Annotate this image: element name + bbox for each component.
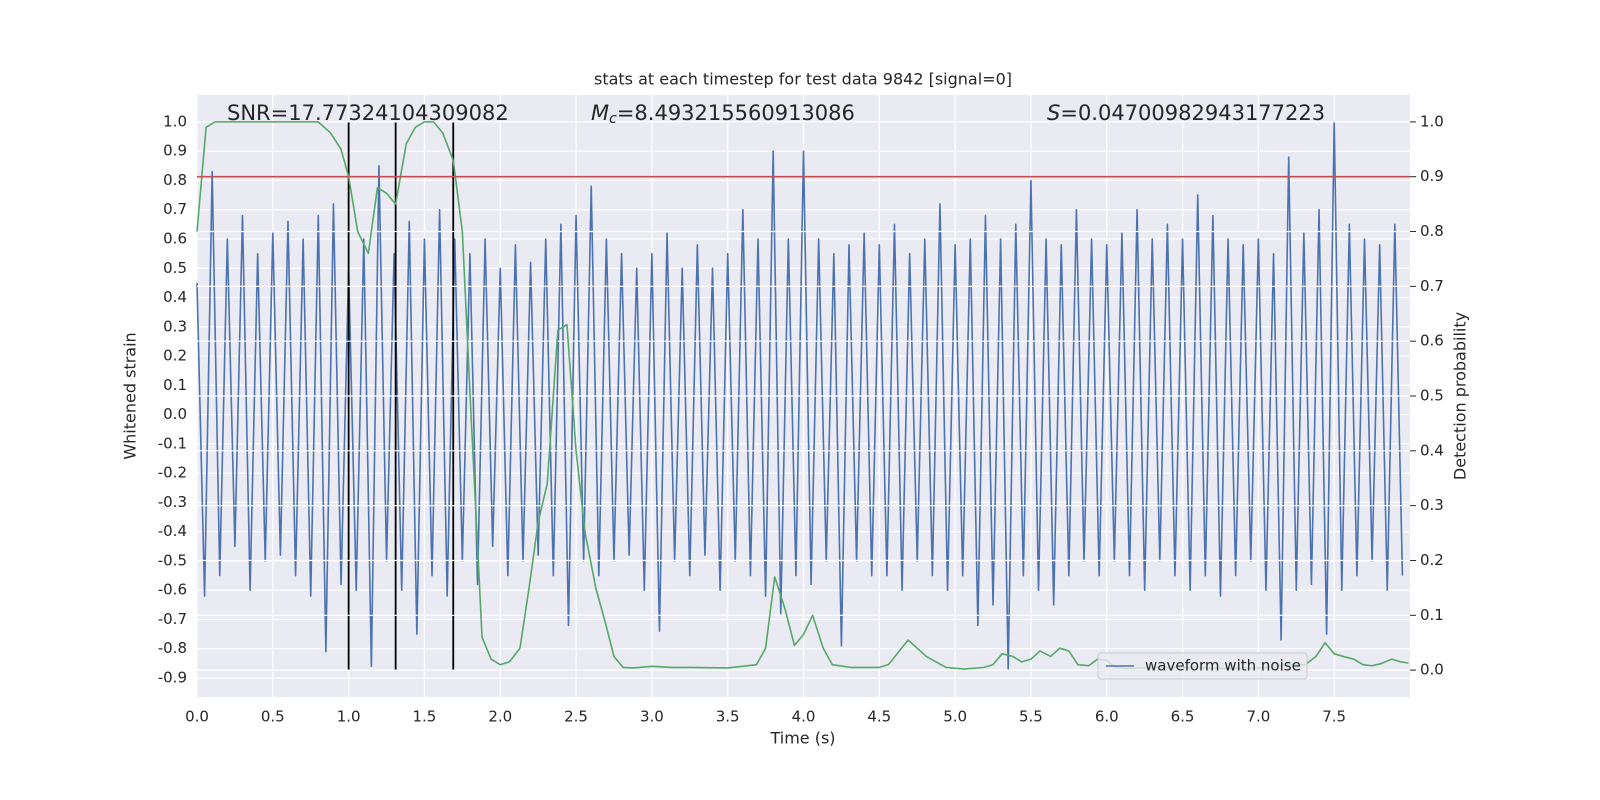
y2-tick-label: 0.3 (1420, 496, 1444, 514)
y-tick-label: -0.1 (158, 434, 187, 452)
annotation-text: SNR=17.77324104309082 (227, 101, 509, 125)
y-tick-label: 0.5 (163, 259, 187, 277)
x-tick-label: 2.5 (564, 708, 588, 726)
legend-box (1097, 652, 1308, 680)
x-axis-label: Time (s) (769, 729, 835, 748)
y-tick-label: -0.4 (158, 522, 187, 540)
x-tick-label: 6.0 (1095, 708, 1119, 726)
y-tick-label: 0.6 (163, 229, 187, 247)
y-tick-label: 0.1 (163, 376, 187, 394)
y2-tick-label: 0.8 (1420, 222, 1444, 240)
x-tick-label: 1.5 (413, 708, 437, 726)
x-tick-label: 3.0 (640, 708, 664, 726)
y-tick-label: 0.9 (163, 142, 187, 160)
annotation-text: =0.04700982943177223 (1060, 101, 1325, 125)
x-tick-label: 4.5 (867, 708, 891, 726)
y-tick-label: 0.4 (163, 288, 187, 306)
y-tick-label: -0.3 (158, 493, 187, 511)
x-tick-label: 0.5 (261, 708, 285, 726)
annotation: SNR=17.77324104309082 (227, 101, 509, 125)
y-tick-label: -0.5 (158, 551, 187, 569)
y-tick-label: -0.9 (158, 668, 187, 686)
x-tick-label: 7.5 (1322, 708, 1346, 726)
x-tick-label: 6.5 (1171, 708, 1195, 726)
annotation-symbol: S (1047, 101, 1060, 125)
y2-tick-label: 0.4 (1420, 441, 1444, 459)
annotation-subscript: c (609, 111, 617, 127)
y2-tick-label: 0.5 (1420, 387, 1444, 405)
y-tick-label: 0.0 (163, 405, 187, 423)
annotation-symbol: M (591, 101, 609, 125)
annotation: S=0.04700982943177223 (1047, 101, 1325, 125)
y2-axis-label: Detection probability (1451, 312, 1470, 480)
y2-tick-label: 0.0 (1420, 661, 1444, 679)
y2-tick-label: 0.9 (1420, 167, 1444, 185)
y2-tick-label: 0.6 (1420, 332, 1444, 350)
y-tick-label: 0.2 (163, 347, 187, 365)
x-tick-label: 2.0 (488, 708, 512, 726)
y2-tick-label: 0.2 (1420, 551, 1444, 569)
annotation: Mc=8.493215560913086 (591, 101, 855, 127)
y-tick-label: 0.3 (163, 317, 187, 335)
y-tick-label: -0.8 (158, 639, 187, 657)
y-axis-label: Whitened strain (121, 332, 140, 459)
y-tick-label: 1.0 (163, 112, 187, 130)
y-tick-label: 0.8 (163, 171, 187, 189)
y-tick-label: -0.6 (158, 581, 187, 599)
x-tick-label: 3.5 (716, 708, 740, 726)
x-tick-label: 1.0 (337, 708, 361, 726)
x-tick-label: 7.0 (1246, 708, 1270, 726)
x-tick-label: 0.0 (185, 708, 209, 726)
y-tick-label: -0.2 (158, 464, 187, 482)
chart-title: stats at each timestep for test data 984… (594, 70, 1012, 89)
legend-label: waveform with noise (1145, 657, 1301, 675)
y-tick-label: -0.7 (158, 610, 187, 628)
x-tick-label: 4.0 (792, 708, 816, 726)
y2-tick-label: 0.7 (1420, 277, 1444, 295)
x-tick-label: 5.0 (943, 708, 967, 726)
y-tick-label: 0.7 (163, 200, 187, 218)
x-tick-label: 5.5 (1019, 708, 1043, 726)
y2-tick-label: 1.0 (1420, 112, 1444, 130)
series-line (196, 121, 1404, 670)
y2-tick-label: 0.1 (1420, 606, 1444, 624)
annotation-text: =8.493215560913086 (617, 101, 855, 125)
